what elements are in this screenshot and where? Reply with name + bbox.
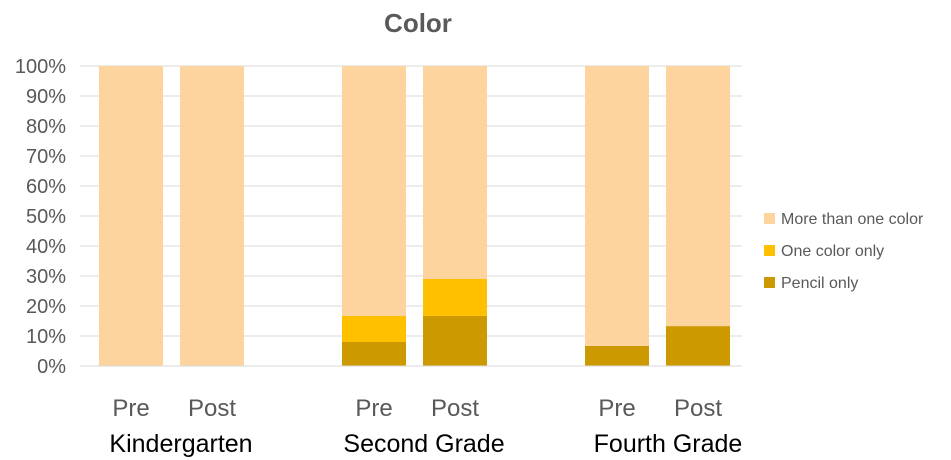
y-tick-label: 70% [26,146,66,168]
bar-segment [423,315,487,366]
x-tick-label: Post [188,395,236,422]
x-tick-label: Post [674,395,722,422]
bar-segment [342,315,406,342]
legend-swatch [764,245,775,256]
y-axis: 0% 10% 20% 30% 40% 50% 60% 70% 80% 90% 100% [15,56,66,378]
bar-segment [99,66,163,366]
x-group-label: Second Grade [343,430,504,458]
bar-segment [585,66,649,346]
bars [99,66,730,366]
y-tick-label: 40% [26,236,66,258]
x-tick-label: Pre [355,395,392,422]
legend-swatch [764,213,775,224]
x-group-label: Kindergarten [109,430,252,458]
x-tick-label: Post [431,395,479,422]
bar-segment [342,342,406,366]
x-tick-label: Pre [112,395,149,422]
y-tick-label: 60% [26,176,66,198]
y-tick-label: 10% [26,326,66,348]
y-tick-label: 20% [26,296,66,318]
x-tick-label: Pre [598,395,635,422]
x-group-label: Fourth Grade [594,430,743,458]
legend: More than one color One color only Pencil … [764,211,924,292]
y-tick-label: 30% [26,266,66,288]
legend-label: More than one color [781,211,924,228]
bar-segment [423,279,487,316]
bar-segment [666,326,730,366]
legend-label: One color only [781,243,884,260]
chart-title: Color [384,8,452,38]
bar-segment [585,345,649,366]
bar-segment [342,66,406,316]
legend-swatch [764,277,775,288]
y-tick-label: 90% [26,86,66,108]
x-axis: Pre Post Kindergarten Pre Post Second Grade Pr… [80,365,743,458]
bar-segment [180,66,244,366]
y-tick-label: 50% [26,206,66,228]
y-tick-label: 80% [26,116,66,138]
bar-segment [423,66,487,279]
bar-segment [666,66,730,327]
y-tick-label: 100% [15,56,66,78]
legend-label: Pencil only [781,275,858,292]
y-tick-label: 0% [37,356,66,378]
